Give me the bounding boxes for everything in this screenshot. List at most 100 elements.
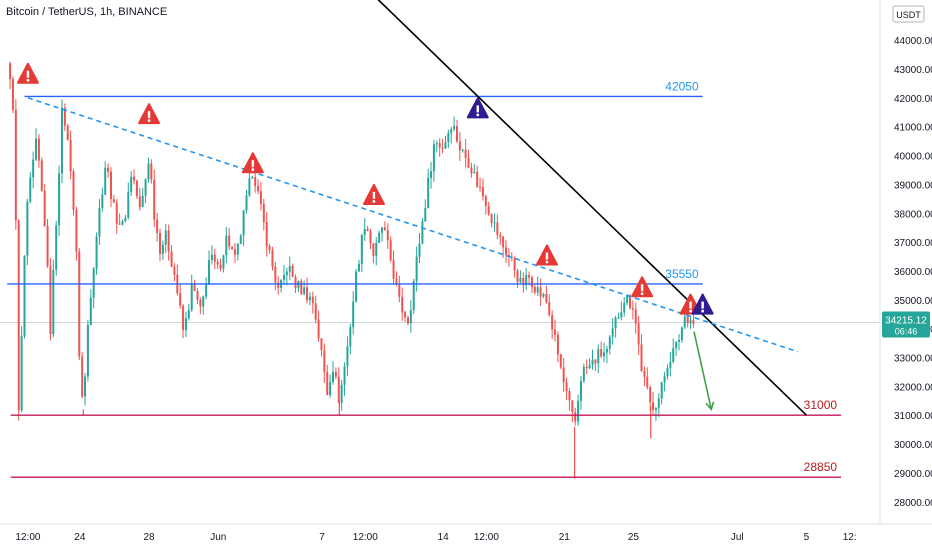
candle-body bbox=[614, 317, 617, 329]
candle-body bbox=[161, 244, 164, 254]
candle-body bbox=[133, 176, 136, 181]
candle-body bbox=[594, 359, 597, 364]
candle-body bbox=[392, 260, 395, 279]
arrow-head bbox=[705, 401, 715, 412]
candle-body bbox=[63, 107, 66, 126]
projection-arrow bbox=[693, 331, 715, 412]
y-tick-label: 44000.00 bbox=[894, 36, 932, 47]
candle-body bbox=[95, 236, 98, 269]
warning-bar bbox=[701, 301, 704, 309]
candle-body bbox=[577, 400, 580, 422]
candle-body bbox=[360, 234, 363, 264]
candle-body bbox=[536, 287, 539, 293]
candle-body bbox=[631, 307, 634, 310]
candle-body bbox=[381, 227, 384, 233]
warning-dot bbox=[251, 168, 255, 172]
candle-body bbox=[277, 282, 280, 288]
last-price-countdown: 06:46 bbox=[895, 326, 918, 336]
candle-body bbox=[585, 366, 588, 369]
candle-body bbox=[605, 348, 608, 353]
candle-body bbox=[216, 261, 219, 265]
candle-body bbox=[660, 382, 663, 399]
candle-body bbox=[308, 296, 311, 301]
candle-body bbox=[340, 384, 343, 403]
candle-body bbox=[115, 202, 118, 224]
candle-body bbox=[637, 323, 640, 345]
candle-body bbox=[159, 232, 162, 254]
candle-body bbox=[634, 309, 637, 324]
candle-body bbox=[574, 412, 577, 422]
candle-body bbox=[46, 226, 49, 267]
candle-body bbox=[519, 277, 522, 283]
candle-body bbox=[35, 138, 38, 160]
candle-body bbox=[208, 260, 211, 285]
time-axis-bg bbox=[0, 524, 932, 550]
price-axis-bg bbox=[880, 0, 932, 550]
candle-body bbox=[190, 283, 193, 310]
warning-dot bbox=[476, 113, 480, 117]
candle-body bbox=[663, 376, 666, 383]
candle-body bbox=[654, 407, 657, 410]
candle-body bbox=[40, 160, 43, 191]
warning-bar bbox=[372, 191, 376, 199]
warning-icon bbox=[631, 276, 654, 298]
candle-body bbox=[481, 187, 484, 197]
warning-bar bbox=[640, 284, 644, 292]
candle-body bbox=[26, 201, 29, 256]
y-tick-label: 32000.00 bbox=[894, 382, 932, 393]
candle-body bbox=[453, 126, 456, 130]
candle-body bbox=[686, 316, 689, 324]
candle-body bbox=[231, 246, 234, 250]
candle-body bbox=[268, 246, 271, 251]
last-price-box bbox=[882, 311, 930, 338]
candle-body bbox=[680, 327, 683, 340]
candle-body bbox=[259, 191, 262, 204]
candle-body bbox=[107, 167, 110, 172]
candle-body bbox=[29, 177, 32, 202]
warning-bar bbox=[26, 70, 30, 78]
y-tick-label: 41000.00 bbox=[894, 123, 932, 134]
candle-body bbox=[669, 361, 672, 369]
candle-body bbox=[447, 133, 450, 143]
x-tick-label: 12:00 bbox=[15, 532, 40, 543]
candle-body bbox=[306, 287, 309, 301]
candle-body bbox=[458, 141, 461, 151]
candle-body bbox=[355, 271, 358, 302]
warning-dot bbox=[26, 78, 30, 82]
candle-body bbox=[98, 208, 101, 237]
candle-body bbox=[415, 256, 418, 282]
candle-body bbox=[202, 296, 205, 307]
level-label-31000: 31000 bbox=[804, 398, 838, 412]
candle-body bbox=[314, 303, 317, 320]
candle-body bbox=[144, 179, 147, 196]
candle-body bbox=[225, 235, 228, 256]
candle-body bbox=[81, 356, 84, 397]
candle-body bbox=[101, 194, 104, 209]
candle-body bbox=[170, 251, 173, 267]
y-tick-label: 42000.00 bbox=[894, 94, 932, 105]
candle-body bbox=[525, 274, 528, 286]
candle-body bbox=[274, 266, 277, 283]
y-tick-label: 33000.00 bbox=[894, 354, 932, 365]
candle-body bbox=[369, 230, 372, 244]
candle-body bbox=[530, 277, 533, 288]
candle-body bbox=[626, 295, 629, 303]
candle-body bbox=[418, 243, 421, 257]
candle-body bbox=[649, 387, 652, 403]
candle-body bbox=[551, 314, 554, 330]
candle-body bbox=[611, 328, 614, 337]
chart-title: Bitcoin / TetherUS, 1h, BINANCE bbox=[6, 6, 168, 18]
candle-body bbox=[591, 359, 594, 366]
y-tick-label: 30000.00 bbox=[894, 440, 932, 451]
candle-body bbox=[182, 305, 185, 331]
candle-body bbox=[346, 346, 349, 367]
candle-body bbox=[17, 220, 20, 411]
candle-body bbox=[406, 317, 409, 324]
candle-body bbox=[349, 327, 352, 347]
y-tick-label: 43000.00 bbox=[894, 65, 932, 76]
candle-body bbox=[329, 382, 332, 396]
candle-body bbox=[118, 223, 121, 225]
x-tick-label: 12:00 bbox=[353, 532, 378, 543]
